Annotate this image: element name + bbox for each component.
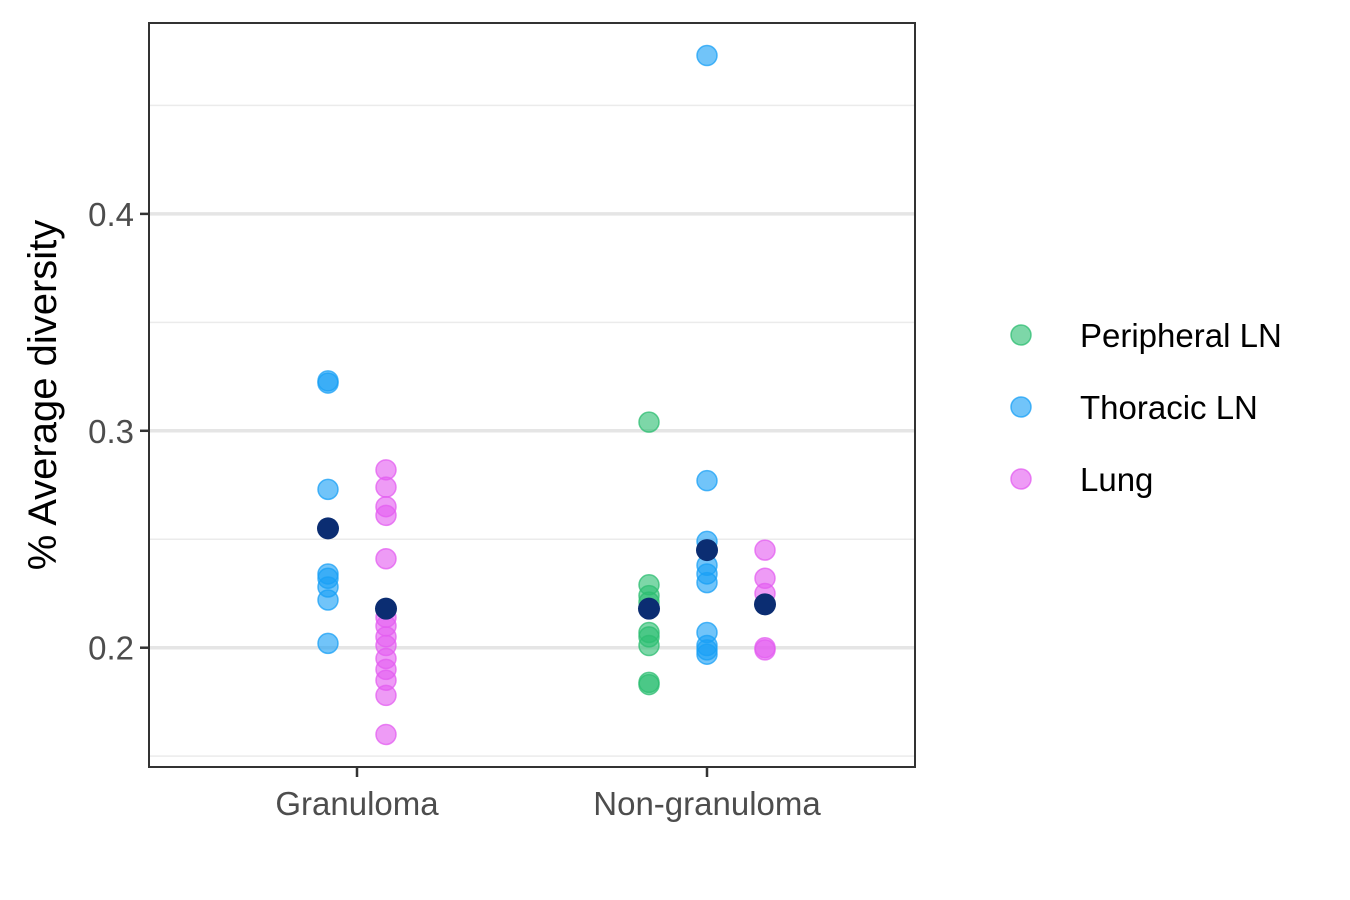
data-point-thoracic-ln [317, 632, 339, 655]
y-axis: 0.2 0.3 0.4 [88, 196, 149, 667]
mean-points [317, 517, 776, 620]
data-point-peripheral-ln [638, 634, 660, 657]
legend-key [1010, 324, 1032, 346]
y-axis-title: % Average diversity [21, 220, 65, 571]
data-point-thoracic-ln [696, 643, 718, 665]
mean-point [375, 597, 397, 620]
data-point-peripheral-ln [638, 673, 660, 696]
data-point-thoracic-ln [317, 478, 339, 501]
data-point-lung [375, 684, 397, 707]
data-point-lung [375, 476, 397, 498]
legend-label: Lung [1080, 461, 1153, 498]
data-point-thoracic-ln [317, 372, 339, 394]
data-point-lung [375, 504, 397, 527]
x-tick-label: Granuloma [275, 785, 439, 822]
y-tick-label: 0.3 [88, 413, 134, 450]
data-point-thoracic-ln [696, 571, 718, 594]
data-point-thoracic-ln [696, 469, 718, 492]
minor-gridlines [149, 104, 915, 757]
legend-key [1010, 468, 1032, 490]
data-point-peripheral-ln [638, 411, 660, 433]
major-gridlines [149, 212, 915, 650]
legend-item: Lung [1010, 461, 1153, 498]
mean-point [754, 593, 776, 616]
legend-key [1010, 396, 1032, 418]
plot-background [149, 23, 915, 767]
legend-item: Peripheral LN [1010, 317, 1282, 354]
plot-panel-border [148, 22, 916, 768]
mean-point [696, 539, 718, 562]
data-point-lung [754, 539, 776, 561]
legend: Peripheral LN Thoracic LN Lung [1010, 317, 1282, 498]
data-point-thoracic-ln [696, 44, 718, 67]
x-axis: Granuloma Non-granuloma [275, 767, 821, 822]
data-point-lung [375, 723, 397, 746]
y-tick-label: 0.4 [88, 196, 134, 233]
data-point-thoracic-ln [317, 589, 339, 611]
mean-point [317, 517, 339, 540]
data-point-lung [754, 639, 776, 661]
legend-item: Thoracic LN [1010, 389, 1258, 426]
mean-point [638, 597, 660, 620]
x-tick-label: Non-granuloma [593, 785, 821, 822]
data-point-lung [375, 548, 397, 570]
legend-label: Peripheral LN [1080, 317, 1282, 354]
legend-label: Thoracic LN [1080, 389, 1258, 426]
y-tick-label: 0.2 [88, 630, 134, 667]
